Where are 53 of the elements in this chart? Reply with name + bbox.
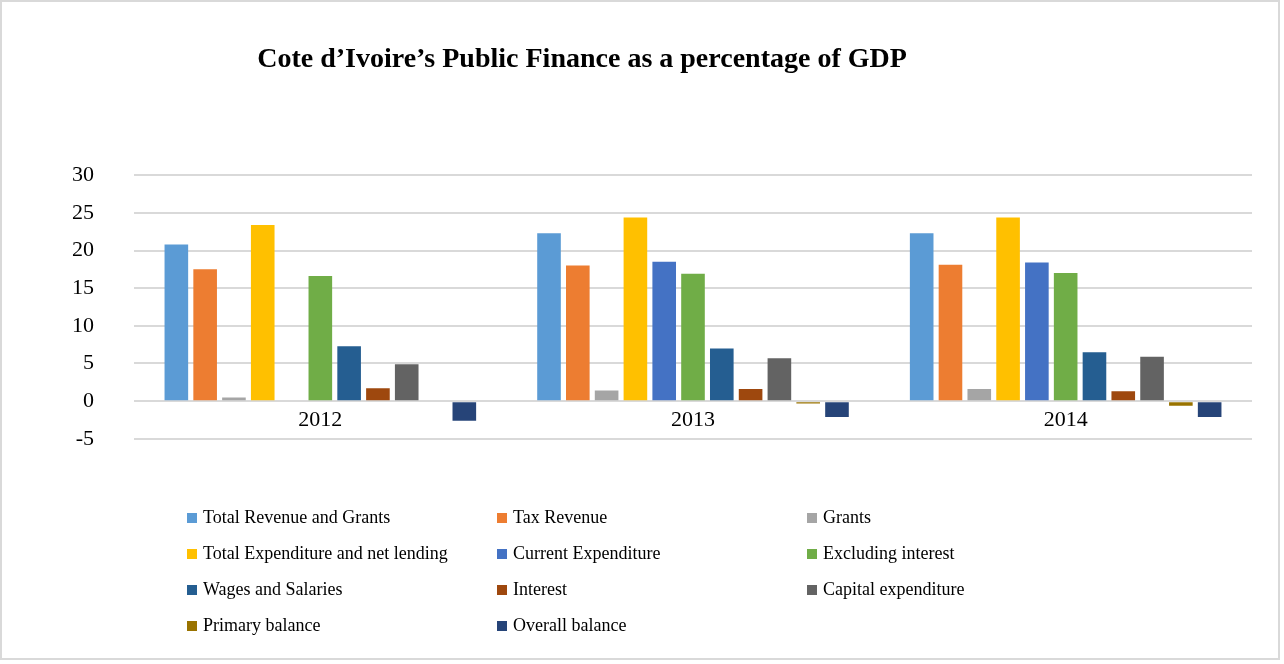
bar xyxy=(164,244,189,401)
bar xyxy=(909,233,934,401)
bar xyxy=(366,388,390,401)
bar xyxy=(1111,391,1136,401)
legend-label: Tax Revenue xyxy=(513,507,608,528)
legend-label: Current Expenditure xyxy=(513,543,661,564)
legend-label: Total Expenditure and net lending xyxy=(203,543,448,564)
legend-label: Overall balance xyxy=(513,615,627,636)
bar xyxy=(967,389,992,401)
y-tick-label: -5 xyxy=(75,424,94,450)
bar xyxy=(709,348,734,401)
bar xyxy=(193,269,217,401)
bar xyxy=(1082,352,1107,401)
bar xyxy=(1053,273,1078,401)
bar xyxy=(1169,402,1193,406)
bar xyxy=(767,358,792,401)
bar xyxy=(825,402,849,417)
bar xyxy=(938,264,963,401)
y-tick-label: 0 xyxy=(83,386,94,412)
bar xyxy=(738,389,763,401)
bar xyxy=(566,265,590,401)
bar xyxy=(623,217,648,401)
bar xyxy=(1140,356,1164,401)
legend-label: Grants xyxy=(823,507,871,528)
bar xyxy=(1197,402,1222,417)
y-tick-label: 25 xyxy=(72,198,94,224)
legend-label: Interest xyxy=(513,579,567,600)
bar xyxy=(452,402,477,421)
bar xyxy=(222,397,246,401)
bar xyxy=(681,273,705,401)
bar xyxy=(537,233,561,401)
legend-label: Excluding interest xyxy=(823,543,955,564)
chart-title: Cote d’Ivoire’s Public Finance as a percentage of GDP xyxy=(256,42,908,74)
y-tick-label: 20 xyxy=(72,236,94,262)
y-tick-label: 10 xyxy=(72,311,94,337)
bar xyxy=(1025,262,1049,401)
y-tick-label: 15 xyxy=(72,273,94,299)
legend-label: Primary balance xyxy=(203,615,321,636)
y-tick-label: 30 xyxy=(72,160,94,186)
y-tick-label: 5 xyxy=(83,349,94,375)
bar xyxy=(394,364,419,401)
legend-label: Total Revenue and Grants xyxy=(203,507,391,528)
legend-label: Capital expenditure xyxy=(823,579,965,600)
legend-label: Wages and Salaries xyxy=(203,579,343,600)
bar xyxy=(308,276,333,401)
bar xyxy=(337,346,361,401)
x-tick-label: 2014 xyxy=(1043,406,1088,432)
bar xyxy=(594,390,619,401)
x-tick-label: 2012 xyxy=(298,406,343,432)
bar xyxy=(996,217,1020,401)
bar xyxy=(250,224,275,401)
x-tick-label: 2013 xyxy=(671,406,715,432)
bar xyxy=(652,261,677,401)
